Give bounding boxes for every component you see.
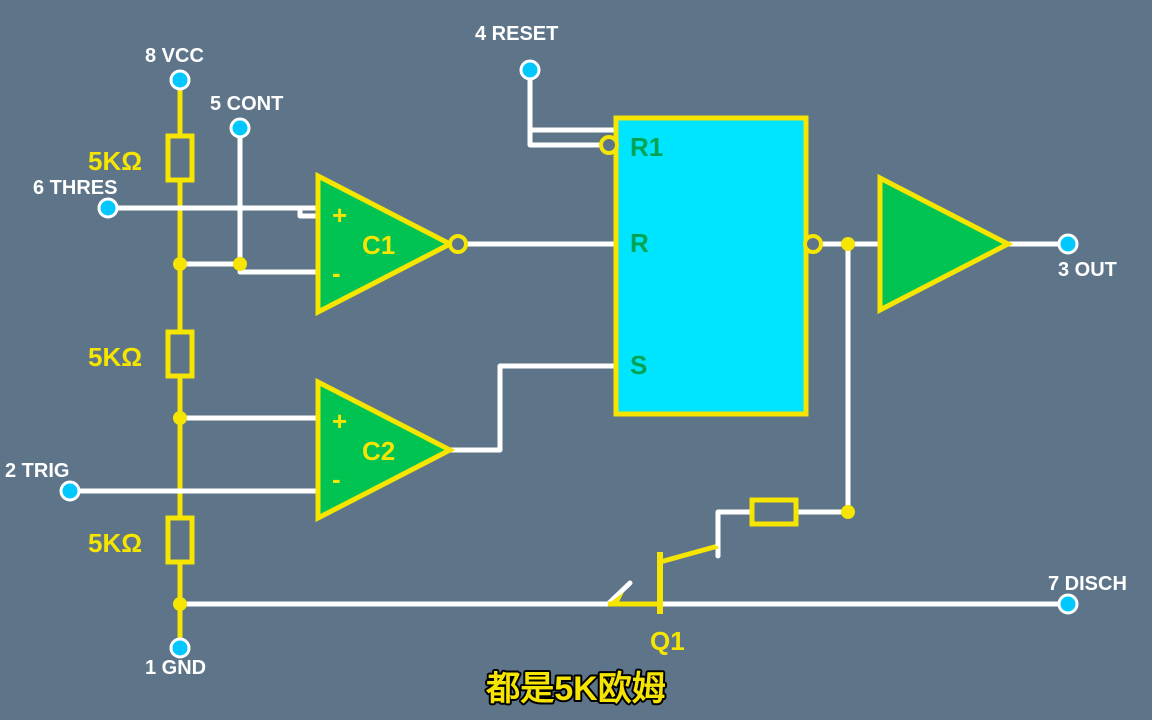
junction-node: [173, 597, 187, 611]
ff-label-r1: R1: [630, 132, 663, 162]
pin-reset: [521, 61, 539, 79]
comparator-plus: +: [332, 200, 347, 230]
pin-label: 1 GND: [145, 657, 206, 679]
ff-label-r: R: [630, 228, 649, 258]
resistor-label: 5KΩ: [88, 528, 142, 558]
pin-gnd: [171, 639, 189, 657]
resistor-label: 5KΩ: [88, 146, 142, 176]
pin-label: 5 CONT: [210, 93, 283, 115]
pin-cont: [231, 119, 249, 137]
resistor: [168, 136, 192, 180]
pin-vcc: [171, 71, 189, 89]
pin-label: 2 TRIG: [5, 460, 69, 482]
resistor: [168, 518, 192, 562]
comparator-plus: +: [332, 406, 347, 436]
circuit-diagram: 5KΩ5KΩ5KΩR1RS+-C1+-C2Q18 VCC5 CONT6 THRE…: [0, 0, 1152, 720]
subtitle: 都是5K欧姆: [485, 670, 665, 708]
junction-node: [841, 505, 855, 519]
resistor: [752, 500, 796, 524]
comparator-minus: -: [332, 464, 341, 494]
junction-node: [173, 257, 187, 271]
pin-trig: [61, 482, 79, 500]
resistor: [168, 332, 192, 376]
pin-thres: [99, 199, 117, 217]
transistor-label: Q1: [650, 626, 685, 656]
ff-label-s: S: [630, 350, 647, 380]
inverting-bubble: [601, 137, 617, 153]
comparator-label: C1: [362, 230, 395, 260]
pin-label: 4 RESET: [475, 23, 558, 45]
comparator-minus: -: [332, 258, 341, 288]
comparator-label: C2: [362, 436, 395, 466]
junction-node: [841, 237, 855, 251]
pin-disch: [1059, 595, 1077, 613]
junction-node: [233, 257, 247, 271]
pin-label: 6 THRES: [33, 177, 117, 199]
pin-out: [1059, 235, 1077, 253]
pin-label: 8 VCC: [145, 45, 204, 67]
pin-label: 3 OUT: [1058, 259, 1117, 281]
resistor-label: 5KΩ: [88, 342, 142, 372]
inverting-bubble: [450, 236, 466, 252]
pin-label: 7 DISCH: [1048, 573, 1127, 595]
junction-node: [173, 411, 187, 425]
inverting-bubble: [805, 236, 821, 252]
